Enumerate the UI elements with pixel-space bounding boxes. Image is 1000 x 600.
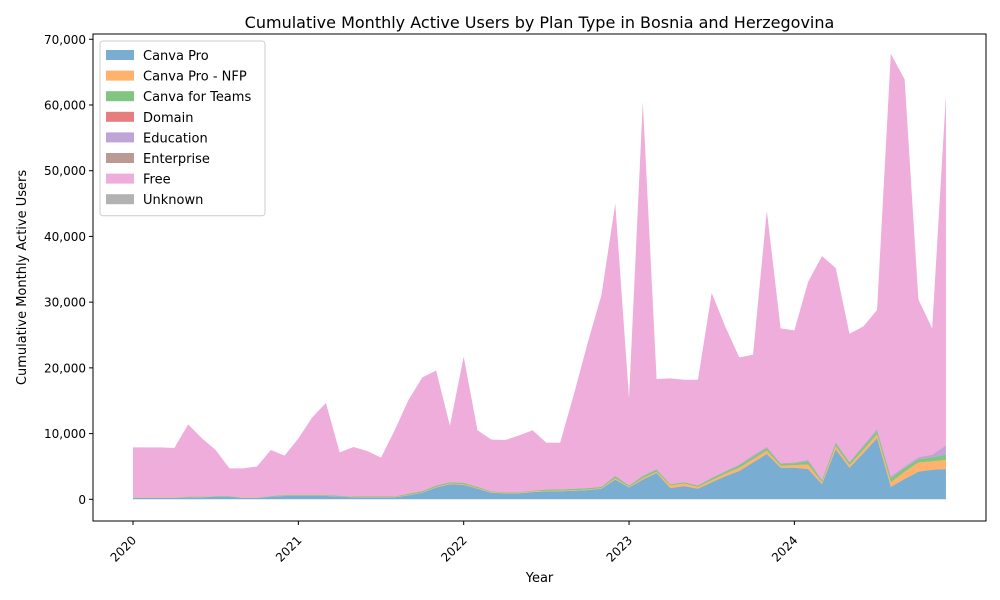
legend-label: Enterprise <box>143 152 210 167</box>
y-axis-ticks: 0 10,000 20,000 30,000 40,000 50,000 60,000 70,… <box>44 33 93 507</box>
legend-label: Free <box>143 173 171 188</box>
legend-swatch <box>106 91 134 102</box>
y-tick-label: 60,000 <box>44 98 86 112</box>
y-axis-label: Cumulative Monthly Active Users <box>15 170 30 385</box>
legend-swatch <box>106 70 134 81</box>
y-tick-label: 40,000 <box>44 230 86 244</box>
legend: Canva Pro Canva Pro - NFP Canva for Teams D… <box>99 40 266 217</box>
legend-swatch <box>106 50 134 60</box>
legend-swatch <box>106 111 134 122</box>
x-axis-label: Year <box>525 571 554 586</box>
y-tick-label: 70,000 <box>44 33 86 47</box>
plot-frame <box>92 33 987 522</box>
legend-label: Canva Pro - NFP <box>143 70 247 85</box>
y-tick-label: 0 <box>78 493 86 507</box>
legend-swatch <box>106 153 134 163</box>
legend-label: Canva for Teams <box>143 90 251 105</box>
y-tick-label: 50,000 <box>44 164 86 178</box>
legend-label: Canva Pro <box>143 49 209 64</box>
area-free <box>133 53 946 498</box>
legend-label: Unknown <box>143 193 203 208</box>
chart-title: Cumulative Monthly Active Users by Plan … <box>245 13 835 32</box>
legend-swatch <box>106 132 134 143</box>
y-tick-label: 30,000 <box>44 296 86 310</box>
legend-label: Domain <box>143 111 193 126</box>
area-canva-for-teams <box>133 430 946 498</box>
area-canva-pro-nfp <box>133 434 946 498</box>
legend-label: Education <box>143 131 208 146</box>
legend-swatch <box>106 194 134 205</box>
area-layers <box>133 53 946 500</box>
y-tick-label: 10,000 <box>44 427 86 441</box>
legend-swatch <box>106 173 134 184</box>
y-tick-label: 20,000 <box>44 361 86 375</box>
area-canva-pro <box>133 438 946 500</box>
area-education <box>133 428 946 498</box>
legend-box <box>99 40 266 217</box>
